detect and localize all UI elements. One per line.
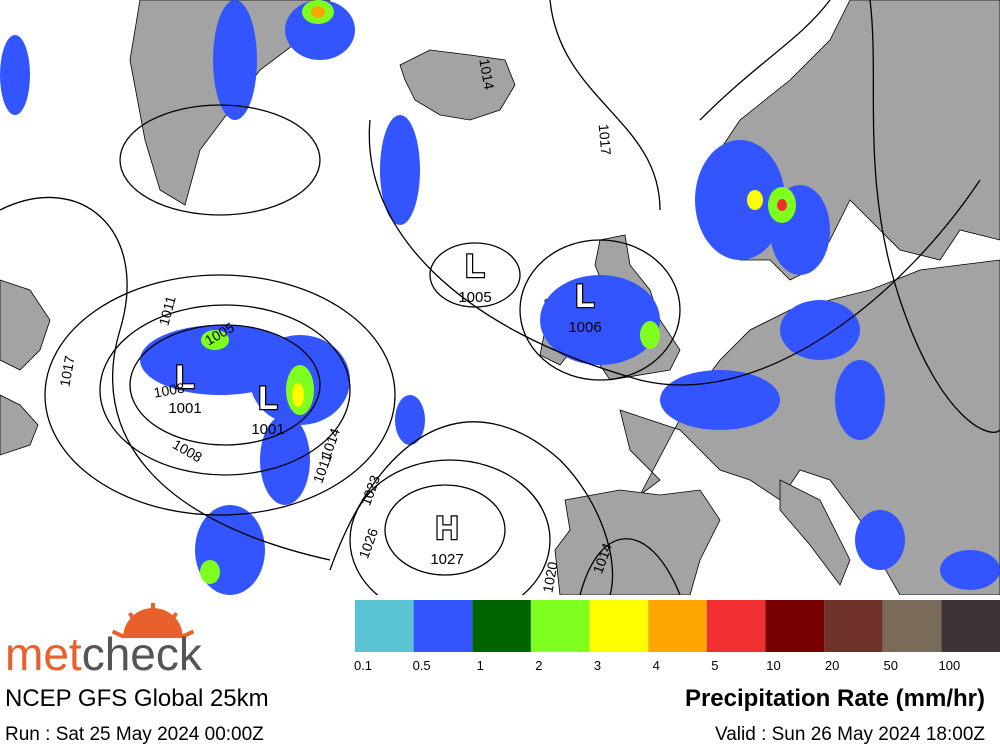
legend-label: 0.1 (354, 658, 372, 673)
isobars-part (699, 0, 831, 121)
legend-swatch (765, 600, 825, 652)
isobars-part (579, 538, 681, 595)
precipitation-part (780, 300, 860, 360)
legend-title: Precipitation Rate (mm/hr) (685, 685, 985, 712)
isobars-part (44, 274, 396, 516)
legend-label: 4 (653, 658, 660, 673)
land-part (619, 259, 1000, 595)
model-name: NCEP GFS Global 25km (5, 685, 269, 712)
pressure-value: 1006 (568, 319, 601, 336)
land-part (0, 394, 39, 456)
legend-label: 50 (883, 658, 897, 673)
precipitation-part (0, 35, 30, 115)
pressure-letter: L (575, 278, 595, 314)
legend-swatch (355, 600, 414, 652)
precipitation-part (540, 275, 660, 365)
legend-swatch (648, 600, 707, 652)
isobars-part (349, 459, 551, 595)
legend-swatch (941, 600, 1000, 652)
pressure-letter: H (435, 510, 458, 546)
legend: 0.1 0.5 1 2 3 4 5 10 20 50 100 (354, 600, 1000, 673)
legend-label: 0.5 (413, 658, 431, 673)
logo: metcheck (5, 603, 203, 680)
isobars-part (0, 196, 331, 561)
isobar-label: 1020 (539, 560, 560, 594)
precipitation-part (855, 510, 905, 570)
legend-swatch (530, 600, 590, 652)
isobars-part (368, 119, 981, 386)
isobars-part (519, 239, 681, 381)
precipitation-part (311, 6, 325, 18)
pressure-value: 1001 (251, 421, 284, 438)
legend-label: 20 (825, 658, 839, 673)
legend-swatch (589, 600, 649, 652)
precipitation-part (660, 370, 780, 430)
isobar-label: 1017 (596, 123, 615, 156)
land-part (554, 489, 721, 595)
legend-swatch (706, 600, 766, 652)
precipitation-part (777, 199, 787, 211)
logo-text: metcheck (5, 628, 203, 680)
land-part (0, 279, 51, 371)
legend-label: 1 (477, 658, 484, 673)
legend-label: 2 (535, 658, 542, 673)
legend-label: 10 (766, 658, 780, 673)
pressure-letter: L (258, 380, 278, 416)
pressure-letter: L (465, 248, 485, 284)
run-time: Run : Sat 25 May 2024 00:00Z (5, 724, 264, 745)
isobars-part (99, 304, 351, 476)
precipitation-part (940, 550, 1000, 590)
precipitation-part (395, 395, 425, 445)
pressure-letter: L (175, 359, 195, 395)
isobars-part (869, 0, 1000, 433)
legend-swatch (824, 600, 883, 652)
precipitation-part (640, 321, 660, 349)
legend-swatch (882, 600, 942, 652)
map: L 1005 L 1006 L 1001 L 1001 H 1027 1014 1011 1017 10… (0, 0, 1000, 595)
valid-time: Valid : Sun 26 May 2024 18:00Z (715, 724, 985, 745)
isobars (0, 0, 1000, 595)
precipitation-part (201, 330, 229, 350)
isobars-part (549, 0, 661, 211)
isobars-part (119, 104, 321, 216)
logo-check: check (82, 628, 203, 680)
legend-label: 5 (711, 658, 718, 673)
precipitation-part (285, 0, 355, 60)
precipitation-part (292, 383, 304, 407)
isobars-part (129, 324, 321, 446)
pressure-systems: L 1005 L 1006 L 1001 L 1001 H 1027 (168, 247, 601, 568)
logo-met: met (5, 628, 82, 680)
legend-label: 3 (594, 658, 601, 673)
precipitation-part (213, 0, 257, 120)
precipitation-part (835, 360, 885, 440)
isobar-label: 1011 (156, 294, 179, 327)
precipitation-part (380, 115, 420, 225)
precipitation-part (200, 560, 220, 584)
logo-sun (111, 603, 195, 639)
isobar-label: 1017 (56, 354, 77, 388)
pressure-value: 1005 (458, 289, 491, 306)
precipitation-part (695, 140, 785, 260)
land-part (399, 49, 516, 121)
pressure-value: 1001 (168, 400, 201, 417)
legend-label: 100 (939, 658, 961, 673)
isobars-part (384, 484, 506, 576)
isobar-label: 1008 (152, 379, 186, 400)
pressure-value: 1027 (430, 551, 463, 568)
precipitation-part (747, 190, 763, 210)
legend-swatch (472, 600, 531, 652)
land-part (779, 479, 851, 586)
legend-swatch (413, 600, 473, 652)
isobar-label: 1014 (476, 57, 497, 91)
